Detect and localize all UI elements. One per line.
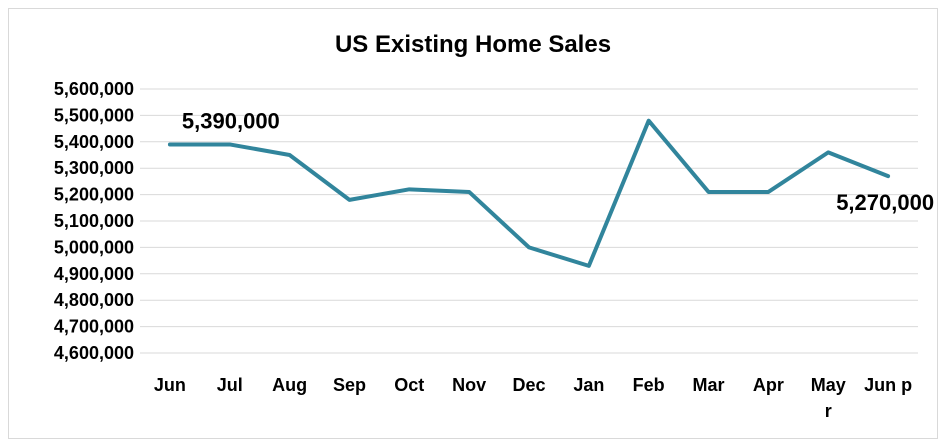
y-axis-ticks: 4,600,000 4,700,000 4,800,000 4,900,000 5,00… xyxy=(54,79,134,363)
x-tick-label: Mar xyxy=(693,375,725,395)
x-tick-label: Sep xyxy=(333,375,366,395)
y-tick-label: 4,700,000 xyxy=(54,317,134,337)
chart-title: US Existing Home Sales xyxy=(335,31,611,58)
y-tick-label: 4,800,000 xyxy=(54,290,134,310)
data-label: 5,390,000 xyxy=(182,108,280,133)
x-tick-label: Jan xyxy=(573,375,604,395)
x-tick-label: Apr xyxy=(753,375,784,395)
x-tick-label: Jun p xyxy=(864,375,912,395)
y-tick-label: 4,600,000 xyxy=(54,343,134,363)
y-tick-label: 4,900,000 xyxy=(54,264,134,284)
x-tick-label: Nov xyxy=(452,375,486,395)
y-tick-label: 5,000,000 xyxy=(54,237,134,257)
y-tick-label: 5,600,000 xyxy=(54,79,134,99)
y-tick-label: 5,200,000 xyxy=(54,185,134,205)
series-layer xyxy=(167,118,891,268)
x-tick-label: Aug xyxy=(272,375,307,395)
y-tick-label: 5,500,000 xyxy=(54,105,134,125)
y-tick-label: 5,400,000 xyxy=(54,132,134,152)
x-axis-ticks: Jun Jul Aug Sep Oct Nov Dec Jan Feb Mar Apr May r Jun… xyxy=(154,375,912,421)
series-line xyxy=(167,118,891,268)
x-tick-label: Dec xyxy=(512,375,545,395)
data-label: 5,270,000 xyxy=(836,190,934,215)
y-tick-label: 5,100,000 xyxy=(54,211,134,231)
gridlines xyxy=(140,88,918,354)
data-labels: 5,390,000 5,270,000 xyxy=(182,108,934,215)
y-tick-label: 5,300,000 xyxy=(54,158,134,178)
chart-frame xyxy=(8,8,938,439)
x-tick-label: Oct xyxy=(394,375,424,395)
x-tick-label: Jul xyxy=(217,375,243,395)
x-tick-label: May r xyxy=(811,375,846,421)
x-tick-label: Jun xyxy=(154,375,186,395)
x-tick-label: Feb xyxy=(633,375,665,395)
